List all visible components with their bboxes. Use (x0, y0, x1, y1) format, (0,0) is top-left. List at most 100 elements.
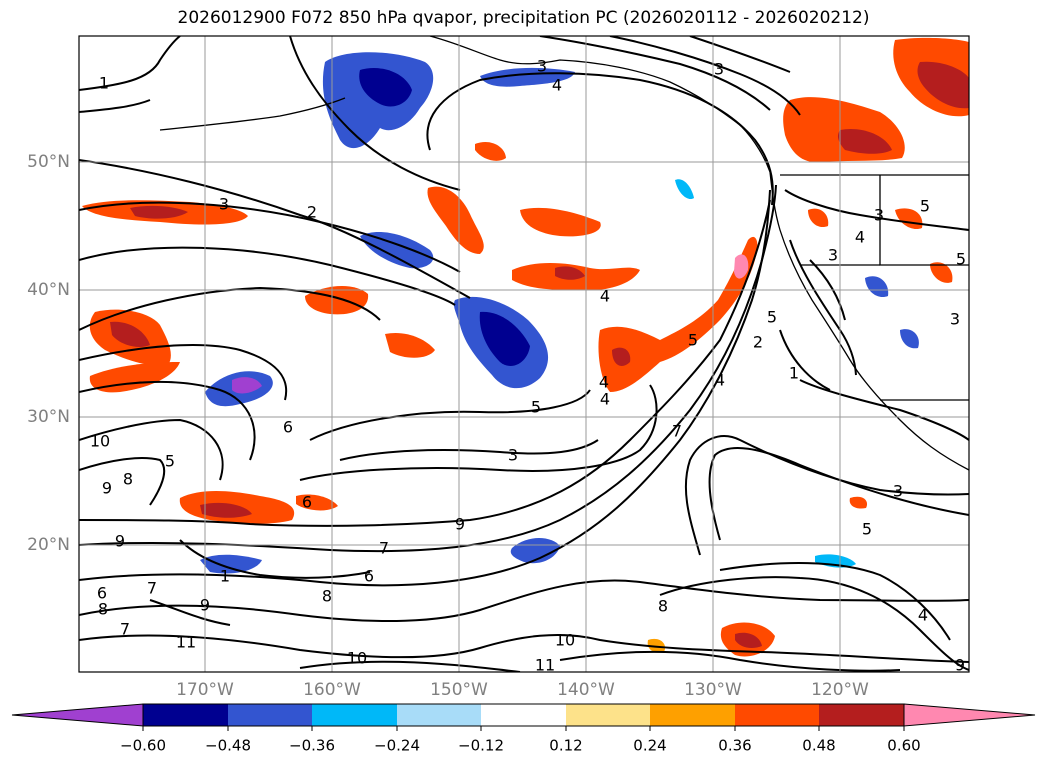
colorbar-frame (142, 703, 905, 727)
pos-area-mid-north (520, 207, 601, 237)
coastline-us-west (769, 171, 969, 471)
contour-line (79, 184, 777, 553)
colorbar-segment (819, 704, 904, 726)
colorbar-tick-label: 0.60 (887, 737, 920, 755)
colorbar: −0.60 −0.48 −0.36 −0.24 −0.12 0.12 0.24 … (11, 703, 1036, 755)
pos-area-coast-core (734, 254, 749, 279)
contour-label: 3 (219, 195, 229, 214)
lon-tick-label: 160°W (303, 680, 361, 700)
pos-area-nw-2 (475, 141, 506, 161)
colorbar-tick-label: 0.12 (549, 737, 582, 755)
contour-label: 3 (714, 60, 724, 79)
pos-area-south-east-core (735, 632, 762, 648)
graticule (79, 36, 969, 672)
contour-line (799, 379, 969, 441)
contour-line (79, 286, 381, 331)
contour-line (79, 579, 969, 623)
contour-line (79, 344, 288, 401)
contour-label: 8 (123, 470, 133, 489)
qvapor-contours (79, 36, 969, 672)
pos-area-west-mid-core (110, 321, 150, 347)
neg-area-south-2 (200, 554, 262, 574)
neg-area-south-1 (510, 538, 560, 564)
contour-label: 7 (120, 620, 130, 639)
colorbar-tick-label: −0.36 (289, 737, 335, 755)
colorbar-segment (735, 704, 819, 726)
contour-label: 1 (220, 567, 230, 586)
contour-label: 8 (658, 597, 668, 616)
contour-label: 6 (283, 418, 293, 437)
contour-label: 3 (950, 310, 960, 329)
contour-line (149, 599, 231, 626)
colorbar-tick-label: 0.48 (802, 737, 835, 755)
contour-label: 4 (855, 228, 865, 247)
contour-line (609, 36, 801, 116)
pos-area-bc-core (837, 128, 892, 154)
contour-line (339, 439, 599, 461)
contour-label: 10 (555, 631, 575, 650)
neg-area-west-core (232, 377, 262, 394)
pos-area-mid-1-core (555, 266, 585, 280)
contour-label: 1 (789, 364, 799, 383)
pos-area-subtropic-2 (296, 494, 338, 511)
lon-tick-label: 140°W (557, 680, 615, 700)
contour-label: 8 (98, 600, 108, 619)
contour-line (179, 539, 371, 579)
contour-label: 5 (956, 250, 966, 269)
contour-label: 6 (97, 584, 107, 603)
pos-area-subtropic-core (200, 502, 252, 518)
pos-area-nw-1 (427, 186, 484, 254)
pos-area-ne-core (917, 61, 969, 109)
colorbar-tick-label: 0.24 (633, 737, 666, 755)
contour-label: 11 (176, 633, 196, 652)
colorbar-tick-label: −0.48 (205, 737, 251, 755)
contour-line (539, 36, 771, 111)
colorbar-tick-label: −0.12 (458, 737, 504, 755)
pos-area-coast-core2 (612, 347, 631, 366)
contour-label: 7 (672, 422, 682, 441)
contour-label: 7 (147, 579, 157, 598)
contour-line (79, 99, 151, 113)
contour-label: 3 (828, 246, 838, 265)
colorbar-segment (228, 704, 312, 726)
pos-area-us-4 (849, 496, 868, 509)
colorbar-segment (481, 704, 566, 726)
contour-line (559, 650, 901, 672)
neg-area-us-2 (900, 329, 919, 349)
contour-line (79, 159, 471, 299)
contour-label: 3 (508, 446, 518, 465)
coastline-alaska (429, 36, 771, 173)
contour-label: 5 (920, 197, 930, 216)
contour-label: 3 (893, 482, 903, 501)
contour-label: 3 (537, 57, 547, 76)
contour-label: 11 (535, 656, 555, 675)
contour-line (784, 189, 969, 231)
lat-tick-label: 40°N (27, 280, 70, 300)
contour-line (779, 329, 831, 391)
contour-label: 9 (115, 532, 125, 551)
pos-area-center (385, 332, 435, 358)
contour-label: 9 (200, 596, 210, 615)
contour-label: 6 (364, 567, 374, 586)
contour-line (79, 418, 224, 481)
contour-line (299, 660, 521, 672)
contour-label: 9 (455, 515, 465, 534)
contour-label: 5 (688, 331, 698, 350)
contour-line (309, 389, 591, 441)
longitude-labels: 170°W 160°W 150°W 140°W 130°W 120°W (176, 680, 869, 700)
contour-label: 2 (307, 203, 317, 222)
contour-label: 4 (715, 371, 725, 390)
contour-line (299, 384, 658, 481)
colorbar-segment (397, 704, 481, 726)
coastlines (159, 36, 969, 471)
contour-label: 1 (99, 74, 109, 93)
map-title: 2026012900 F072 850 hPa qvapor, precipit… (177, 8, 870, 28)
contour-label: 9 (955, 656, 965, 675)
contour-label: 4 (600, 390, 610, 409)
colorbar-segment (566, 704, 650, 726)
colorbar-segment (312, 704, 397, 726)
colorbar-tick-label: −0.60 (120, 737, 166, 755)
contour-label: 5 (531, 398, 541, 417)
colorbar-labels: −0.60 −0.48 −0.36 −0.24 −0.12 0.12 0.24 … (120, 737, 921, 755)
contour-line (659, 576, 969, 671)
